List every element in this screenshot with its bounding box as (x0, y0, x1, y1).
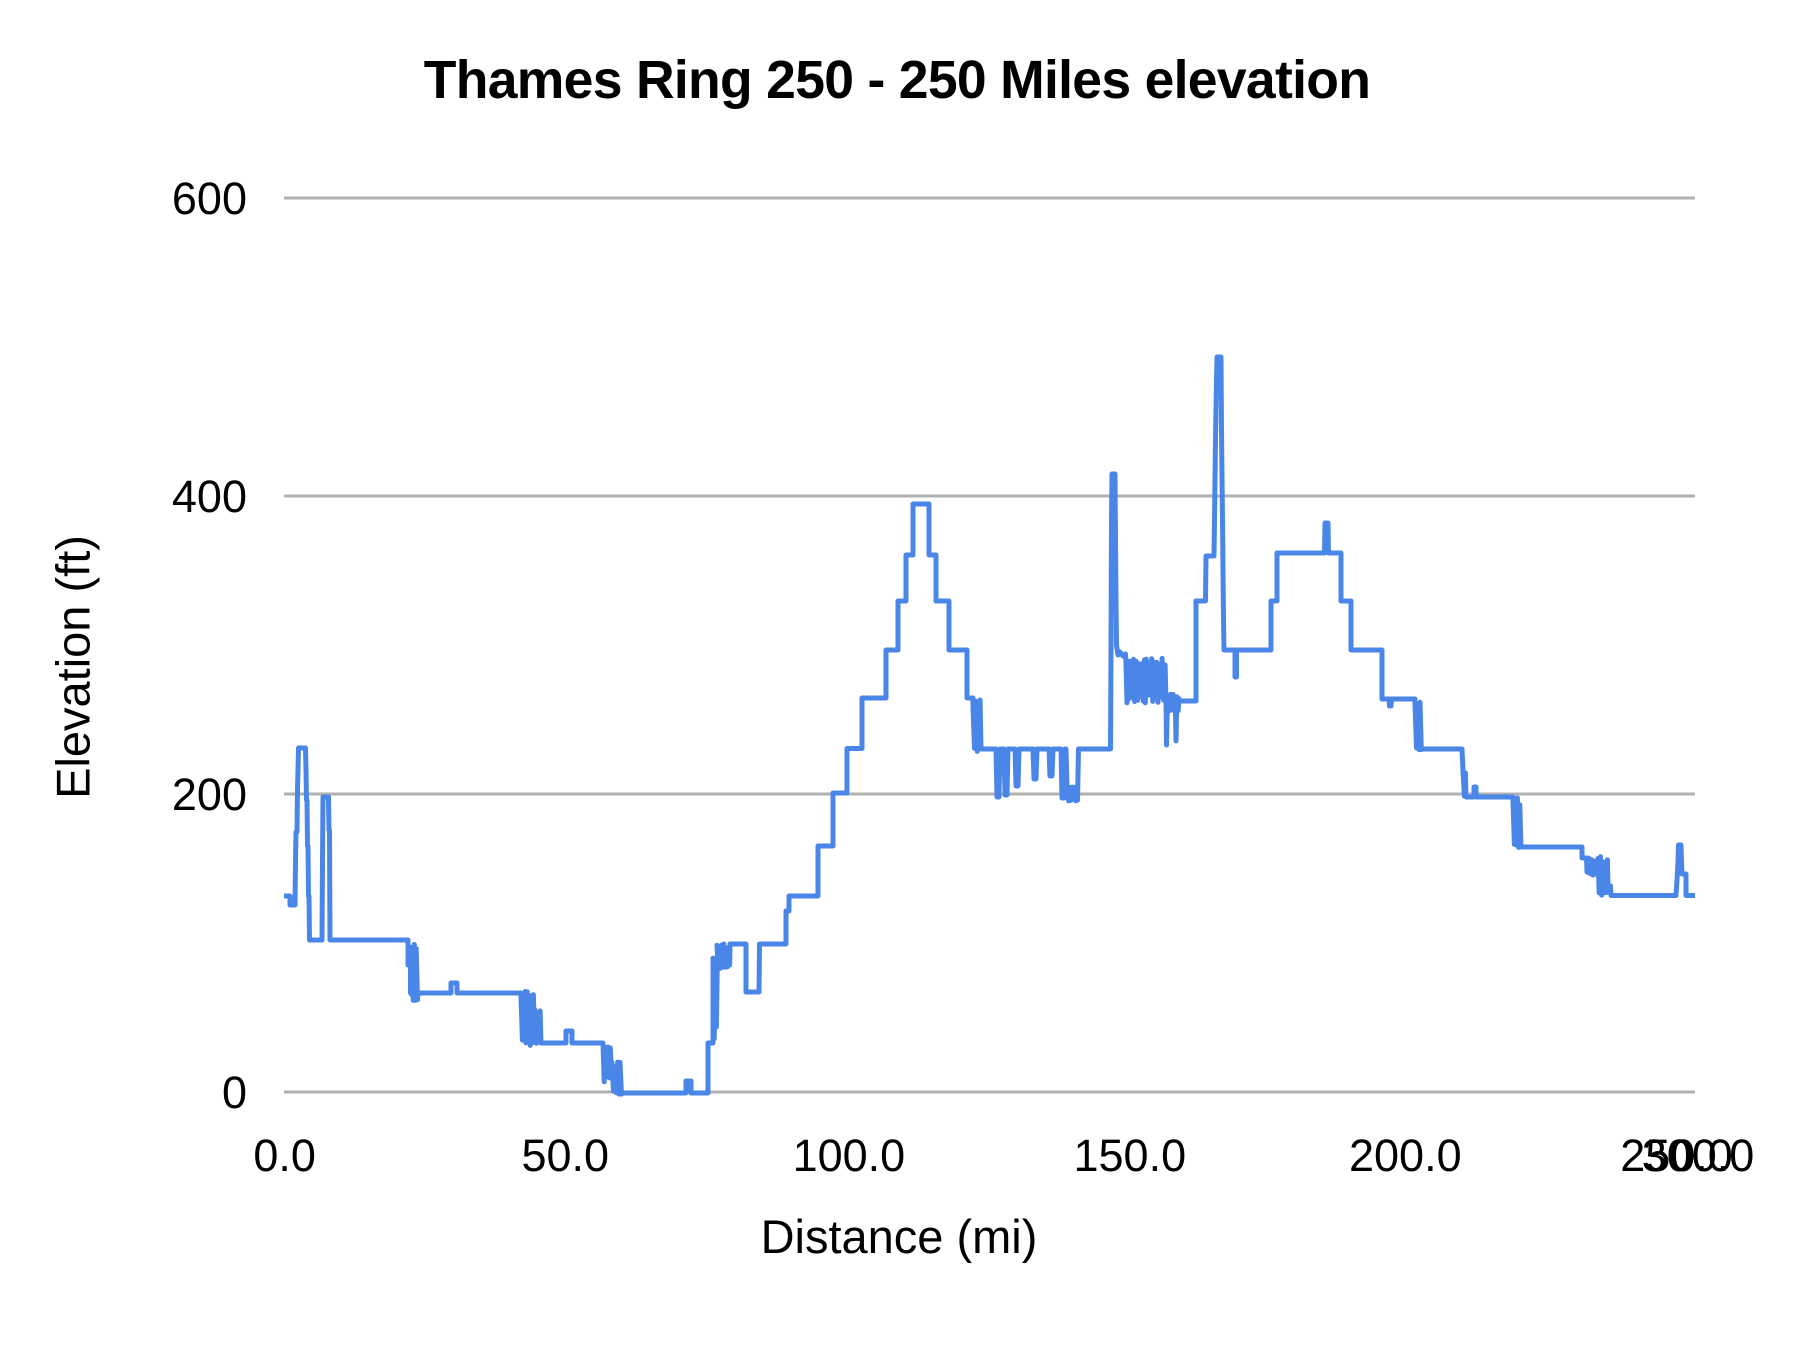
svg-text:400: 400 (172, 471, 247, 522)
svg-text:Distance (mi): Distance (mi) (761, 1210, 1038, 1263)
svg-text:50.0: 50.0 (522, 1130, 610, 1181)
svg-text:200.0: 200.0 (1349, 1130, 1462, 1181)
svg-text:Thames Ring 250 - 250 Miles el: Thames Ring 250 - 250 Miles elevation (424, 51, 1370, 110)
svg-text:150.0: 150.0 (1073, 1130, 1186, 1181)
svg-text:250.0: 250.0 (1620, 1130, 1733, 1181)
svg-text:600: 600 (172, 173, 247, 224)
svg-text:0.0: 0.0 (253, 1130, 316, 1181)
svg-text:200: 200 (172, 769, 247, 820)
svg-text:0: 0 (222, 1067, 247, 1118)
svg-text:100.0: 100.0 (793, 1130, 906, 1181)
svg-text:300.0: 300.0 (1642, 1130, 1755, 1181)
svg-text:Elevation (ft): Elevation (ft) (47, 535, 100, 799)
